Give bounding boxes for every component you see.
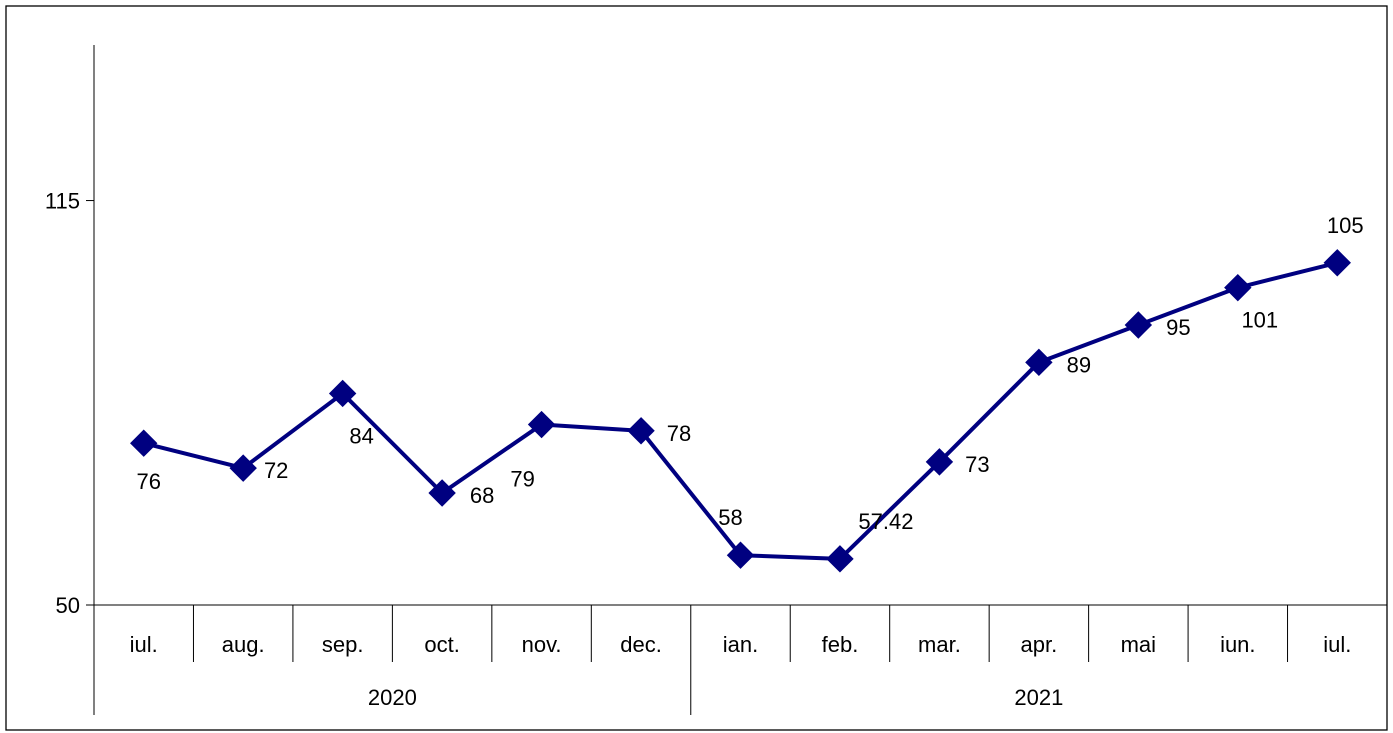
data-label: 105 bbox=[1327, 213, 1364, 238]
chart-frame bbox=[5, 5, 1388, 731]
year-group-label: 2020 bbox=[368, 685, 417, 710]
data-point-marker bbox=[1025, 348, 1053, 377]
data-point-marker bbox=[1124, 311, 1153, 339]
data-point-marker bbox=[527, 410, 556, 439]
data-point-marker bbox=[328, 379, 357, 408]
data-label: 101 bbox=[1241, 308, 1278, 333]
x-tick-label: dec. bbox=[620, 632, 662, 657]
x-tick-label: iun. bbox=[1220, 632, 1255, 657]
x-tick-label: nov. bbox=[522, 632, 562, 657]
data-point-marker bbox=[627, 417, 655, 445]
data-point-marker bbox=[726, 541, 755, 569]
data-label: 84 bbox=[349, 423, 373, 448]
data-label: 79 bbox=[510, 467, 534, 492]
data-label: 68 bbox=[470, 483, 494, 508]
data-point-marker bbox=[1224, 273, 1252, 302]
axes bbox=[93, 45, 1387, 606]
x-tick-label: mai bbox=[1121, 632, 1156, 657]
series bbox=[130, 249, 1351, 573]
data-point-marker bbox=[229, 454, 257, 482]
y-axis-ticks: 50 115 bbox=[45, 189, 94, 618]
year-group-label: 2021 bbox=[1014, 685, 1063, 710]
data-label: 73 bbox=[965, 452, 989, 477]
x-tick-label: mar. bbox=[918, 632, 961, 657]
x-tick-label: sep. bbox=[322, 632, 364, 657]
y-tick-label: 115 bbox=[45, 189, 80, 214]
data-point-marker bbox=[1323, 249, 1351, 277]
x-tick-label: iul. bbox=[1323, 632, 1351, 657]
data-point-marker bbox=[925, 448, 954, 476]
data-label: 58 bbox=[718, 505, 742, 530]
data-point-marker bbox=[130, 429, 158, 457]
data-label: 76 bbox=[136, 469, 160, 494]
data-label: 78 bbox=[667, 421, 691, 446]
data-point-marker bbox=[428, 479, 456, 507]
x-tick-label: oct. bbox=[424, 632, 459, 657]
data-label: 72 bbox=[264, 458, 288, 483]
x-tick-label: aug. bbox=[222, 632, 265, 657]
data-label: 57.42 bbox=[858, 509, 913, 534]
x-tick-label: iul. bbox=[130, 632, 158, 657]
data-label: 89 bbox=[1067, 352, 1091, 377]
x-tick-label: feb. bbox=[822, 632, 859, 657]
x-tick-label: ian. bbox=[723, 632, 758, 657]
data-labels: 76 72 84 68 79 78 58 57.42 73 89 95 101 105 bbox=[136, 213, 1363, 534]
data-point-marker bbox=[826, 545, 854, 573]
x-tick-label: apr. bbox=[1021, 632, 1058, 657]
data-label: 95 bbox=[1166, 315, 1190, 340]
y-tick-label: 50 bbox=[56, 593, 80, 618]
x-axis-categories: iul. aug. sep. oct. nov. dec. ian. feb. mar. apr.… bbox=[93, 605, 1388, 715]
